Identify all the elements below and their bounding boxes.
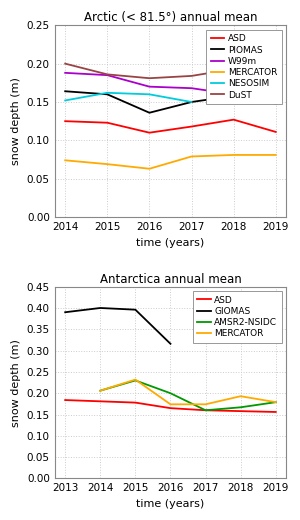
MERCATOR bbox=[204, 401, 207, 408]
W99m bbox=[63, 70, 67, 76]
W99m bbox=[190, 85, 193, 92]
Line: DuST: DuST bbox=[65, 63, 234, 78]
Line: W99m: W99m bbox=[65, 73, 276, 97]
Line: ASD: ASD bbox=[65, 120, 276, 133]
DuST bbox=[190, 73, 193, 79]
ASD bbox=[274, 409, 278, 415]
GIOMAS bbox=[134, 307, 137, 313]
AMSR2-NSIDC bbox=[204, 407, 207, 413]
NESOSIM bbox=[148, 91, 151, 97]
NESOSIM bbox=[63, 97, 67, 103]
PIOMAS bbox=[232, 93, 236, 99]
Line: MERCATOR: MERCATOR bbox=[100, 380, 276, 405]
ASD bbox=[134, 399, 137, 406]
MERCATOR bbox=[134, 376, 137, 383]
Title: Antarctica annual mean: Antarctica annual mean bbox=[100, 272, 241, 285]
ASD bbox=[106, 120, 109, 126]
X-axis label: time (years): time (years) bbox=[136, 238, 205, 248]
ASD bbox=[274, 129, 278, 135]
Line: MERCATOR: MERCATOR bbox=[65, 155, 276, 169]
MERCATOR bbox=[98, 387, 102, 394]
MERCATOR bbox=[169, 401, 172, 408]
MERCATOR bbox=[63, 157, 67, 163]
Line: PIOMAS: PIOMAS bbox=[65, 91, 276, 113]
ASD bbox=[63, 118, 67, 124]
Title: Arctic (< 81.5°) annual mean: Arctic (< 81.5°) annual mean bbox=[84, 11, 257, 24]
NESOSIM bbox=[106, 89, 109, 96]
MERCATOR bbox=[190, 153, 193, 160]
PIOMAS bbox=[274, 100, 278, 107]
W99m bbox=[232, 91, 236, 97]
Line: GIOMAS: GIOMAS bbox=[65, 308, 170, 344]
NESOSIM bbox=[190, 99, 193, 105]
Legend: ASD, GIOMAS, AMSR2-NSIDC, MERCATOR: ASD, GIOMAS, AMSR2-NSIDC, MERCATOR bbox=[193, 291, 282, 343]
GIOMAS bbox=[98, 305, 102, 311]
Line: AMSR2-NSIDC: AMSR2-NSIDC bbox=[100, 381, 276, 410]
PIOMAS bbox=[106, 91, 109, 97]
PIOMAS bbox=[63, 88, 67, 94]
ASD bbox=[204, 407, 207, 413]
DuST bbox=[232, 66, 236, 72]
PIOMAS bbox=[148, 110, 151, 116]
Y-axis label: snow depth (m): snow depth (m) bbox=[11, 77, 21, 165]
GIOMAS bbox=[63, 309, 67, 315]
AMSR2-NSIDC bbox=[274, 399, 278, 405]
GIOMAS bbox=[169, 341, 172, 347]
W99m bbox=[274, 94, 278, 100]
ASD bbox=[190, 123, 193, 129]
AMSR2-NSIDC bbox=[134, 378, 137, 384]
W99m bbox=[148, 84, 151, 90]
AMSR2-NSIDC bbox=[239, 404, 242, 410]
Legend: ASD, PIOMAS, W99m, MERCATOR, NESOSIM, DuST: ASD, PIOMAS, W99m, MERCATOR, NESOSIM, Du… bbox=[206, 30, 282, 104]
ASD bbox=[148, 129, 151, 136]
DuST bbox=[148, 75, 151, 81]
Y-axis label: snow depth (m): snow depth (m) bbox=[11, 339, 21, 426]
MERCATOR bbox=[239, 393, 242, 399]
MERCATOR bbox=[232, 152, 236, 158]
ASD bbox=[232, 116, 236, 123]
MERCATOR bbox=[148, 166, 151, 172]
Line: NESOSIM: NESOSIM bbox=[65, 93, 191, 102]
ASD bbox=[169, 405, 172, 411]
DuST bbox=[63, 60, 67, 67]
MERCATOR bbox=[274, 399, 278, 405]
MERCATOR bbox=[274, 152, 278, 158]
ASD bbox=[63, 397, 67, 403]
X-axis label: time (years): time (years) bbox=[136, 499, 205, 509]
ASD bbox=[98, 398, 102, 405]
AMSR2-NSIDC bbox=[98, 387, 102, 394]
ASD bbox=[239, 408, 242, 414]
Line: ASD: ASD bbox=[65, 400, 276, 412]
AMSR2-NSIDC bbox=[169, 390, 172, 396]
PIOMAS bbox=[190, 99, 193, 105]
DuST bbox=[106, 71, 109, 77]
W99m bbox=[106, 72, 109, 79]
MERCATOR bbox=[106, 161, 109, 167]
